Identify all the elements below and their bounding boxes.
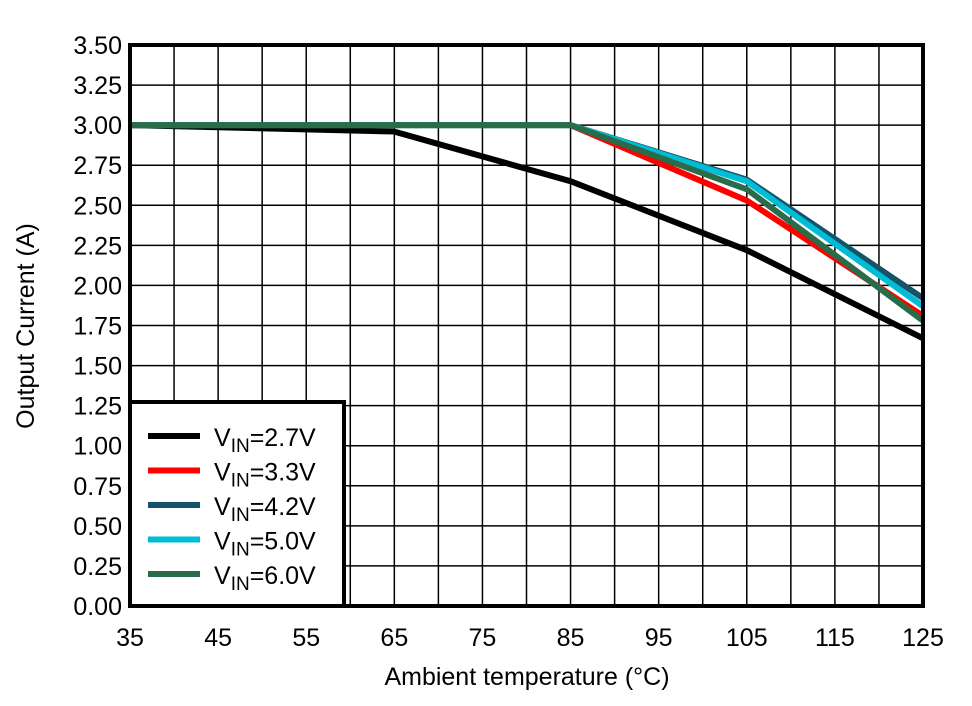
legend-label-rest: =5.0V bbox=[250, 528, 316, 556]
x-tick-labels: 35 45 55 65 75 85 95 105 115 125 bbox=[116, 624, 944, 652]
y-tick-label: 1.00 bbox=[73, 433, 122, 461]
y-tick-label: 3.00 bbox=[73, 112, 122, 140]
y-tick-label: 1.75 bbox=[73, 313, 122, 341]
y-tick-label: 1.25 bbox=[73, 393, 122, 421]
y-tick-label: 2.75 bbox=[73, 152, 122, 180]
y-tick-label: 2.25 bbox=[73, 232, 122, 260]
legend-label-main: V bbox=[214, 562, 231, 590]
legend-label-rest: =3.3V bbox=[250, 459, 316, 487]
y-tick-label: 2.00 bbox=[73, 272, 122, 300]
y-tick-label: 0.25 bbox=[73, 553, 122, 581]
series-line-VIN=6.0V bbox=[130, 122, 925, 324]
x-tick-label: 115 bbox=[815, 624, 855, 652]
legend-label-sub: IN bbox=[231, 505, 250, 526]
y-tick-label: 1.50 bbox=[73, 353, 122, 381]
series-line-VIN=2.7V bbox=[129, 122, 925, 342]
x-tick-label: 85 bbox=[557, 624, 585, 652]
legend-label-main: V bbox=[214, 459, 231, 487]
legend-label-sub: IN bbox=[231, 574, 250, 595]
legend-label-sub: IN bbox=[231, 540, 250, 561]
legend-label: VIN=5.0V bbox=[214, 528, 316, 561]
legend-label: VIN=4.2V bbox=[214, 493, 316, 526]
series-lines bbox=[129, 122, 925, 342]
legend-label: VIN=6.0V bbox=[214, 562, 316, 595]
x-tick-label: 65 bbox=[380, 624, 408, 652]
legend-label: VIN=3.3V bbox=[214, 459, 316, 492]
legend-label-rest: =6.0V bbox=[250, 562, 316, 590]
x-tick-label: 105 bbox=[726, 624, 768, 652]
legend-label-sub: IN bbox=[231, 471, 250, 492]
plot-frame bbox=[128, 43, 925, 608]
legend-label-main: V bbox=[214, 528, 231, 556]
legend-label-rest: =4.2V bbox=[250, 493, 316, 521]
legend-label-main: V bbox=[214, 424, 231, 452]
x-tick-label: 55 bbox=[292, 624, 320, 652]
y-tick-label: 3.25 bbox=[73, 72, 122, 100]
x-tick-label: 75 bbox=[469, 624, 497, 652]
y-tick-label: 3.50 bbox=[73, 32, 122, 60]
y-tick-label: 0.50 bbox=[73, 513, 122, 541]
y-axis-label: Output Current (A) bbox=[12, 223, 40, 429]
y-tick-label: 0.75 bbox=[73, 473, 122, 501]
x-axis-label: Ambient temperature (°C) bbox=[384, 663, 669, 691]
x-tick-label: 125 bbox=[902, 624, 944, 652]
legend-label-sub: IN bbox=[231, 436, 250, 457]
grid bbox=[130, 45, 923, 606]
x-tick-label: 45 bbox=[204, 624, 232, 652]
y-tick-label: 0.00 bbox=[73, 593, 122, 621]
y-tick-labels: 0.00 0.25 0.50 0.75 1.00 1.25 1.50 1.75 2.00 2.25… bbox=[73, 32, 122, 621]
x-tick-label: 95 bbox=[645, 624, 673, 652]
legend-label-rest: =2.7V bbox=[250, 424, 316, 452]
legend-label: VIN=2.7V bbox=[214, 424, 316, 457]
y-tick-label: 2.50 bbox=[73, 192, 122, 220]
legend-label-main: V bbox=[214, 493, 231, 521]
x-tick-label: 35 bbox=[116, 624, 144, 652]
